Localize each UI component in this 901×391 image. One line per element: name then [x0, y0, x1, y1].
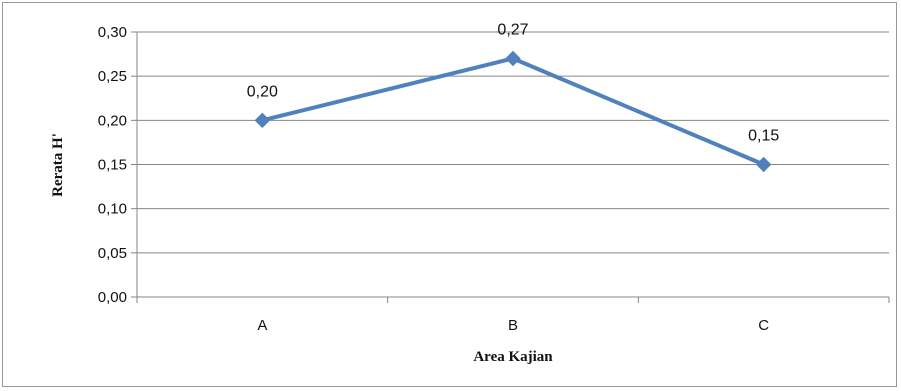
gridlines — [131, 31, 889, 298]
series-group — [254, 50, 772, 173]
x-axis-title: Area Kajian — [473, 349, 553, 365]
x-tick-labels: A B C — [257, 317, 769, 334]
y-tick-label: 0,20 — [98, 112, 127, 129]
data-label: 0,20 — [247, 83, 278, 100]
y-tick-label: 0,05 — [98, 245, 127, 262]
y-tick-label: 0,00 — [98, 289, 127, 306]
y-tick-label: 0,10 — [98, 201, 127, 218]
y-tick-label: 0,30 — [98, 24, 127, 41]
x-axis — [136, 32, 890, 303]
x-tick-label: A — [257, 317, 267, 334]
y-tick-label: 0,15 — [98, 157, 127, 174]
y-tick-labels: 0,00 0,05 0,10 0,15 0,20 0,25 0,30 — [98, 24, 127, 306]
x-tick-label: B — [508, 317, 518, 334]
y-axis-title: Rerata H' — [50, 133, 66, 197]
data-labels: 0,20 0,27 0,15 — [247, 22, 780, 145]
data-point — [505, 50, 521, 67]
data-label: 0,27 — [497, 22, 528, 39]
data-point — [755, 156, 772, 173]
chart-frame — [2, 2, 897, 387]
x-tick-label: C — [758, 317, 769, 334]
data-point — [254, 112, 271, 129]
y-tick-label: 0,25 — [98, 68, 127, 85]
series-line — [260, 56, 766, 167]
data-label: 0,15 — [748, 128, 779, 145]
